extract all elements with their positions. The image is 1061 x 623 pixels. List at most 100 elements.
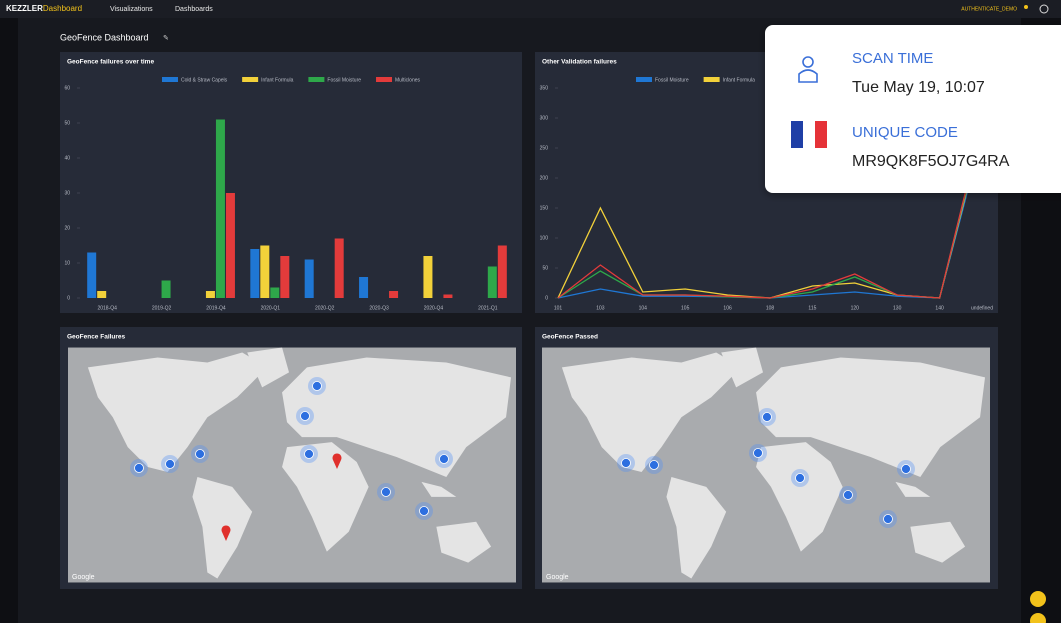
scan-time: Tue May 19, 10:07 [852,79,985,96]
legend-label: Infant Formula [261,77,293,83]
flag [791,121,803,148]
dashboard-title: GeoFence Dashboard [60,32,149,42]
flag [803,121,815,148]
bar [87,252,97,298]
bar [389,291,399,298]
legend-swatch [376,77,393,82]
popup-card [765,25,1061,193]
bar [334,238,344,298]
legend-swatch [242,77,259,82]
panel-title: GeoFence Failures [67,334,126,341]
y-tick-label: 50 [64,120,70,126]
info-icon[interactable] [1039,4,1049,14]
x-tick-label: 2020-Q1 [261,305,281,311]
bar [423,256,433,298]
y-tick-label: 20 [64,225,70,231]
nav-link[interactable]: Dashboards [175,6,213,13]
y-tick-label: 0 [545,295,548,301]
brand: KEZZLERDashboard [6,4,82,13]
y-tick-label: 250 [540,145,549,151]
brand-name: KEZZLER [6,4,43,13]
brand-suffix: Dashboard [43,4,82,13]
y-tick-label: 10 [64,260,70,266]
user-name[interactable]: AUTHENTICATE_DEMO [961,6,1017,12]
nav-link[interactable]: Visualizations [110,6,153,13]
legend-swatch [162,77,178,82]
legend-swatch [703,77,720,82]
map[interactable] [542,347,990,583]
map-marker [649,460,659,470]
line [557,123,983,299]
legend-label: Cold & Straw Capels [181,77,228,83]
y-tick-label: 200 [540,175,549,181]
panel-title: GeoFence Passed [542,334,598,341]
y-tick-label: 150 [540,205,549,211]
legend-swatch [636,77,652,82]
bar [205,291,215,298]
fab-button[interactable] [1030,591,1046,607]
map-marker [762,412,772,422]
map-marker [195,449,205,459]
nav-bar [0,0,1061,18]
y-tick-label: 60 [64,85,70,91]
bar [497,245,507,298]
person-icon [798,56,818,83]
legend-label: Fossil Moisture [655,77,689,83]
legend-label: Fossil Moisture [327,77,361,83]
panel [60,52,522,313]
map-marker [439,454,449,464]
map-attribution: Google [72,574,95,581]
map-markers [130,377,915,541]
bar [161,280,171,298]
x-tick-label: 103 [596,305,605,311]
bar [97,291,107,298]
x-tick-label: 140 [935,305,944,311]
fab-button[interactable] [1030,613,1046,623]
panel-title: Other Validation failures [542,59,617,66]
map-marker [621,458,631,468]
map-marker [381,487,391,497]
x-tick-label: 130 [893,305,902,311]
bar [487,266,497,298]
panel-title: GeoFence failures over time [67,59,154,66]
unique-code: MR9QK8F5OJ7G4RA [852,153,1010,170]
map-marker [300,411,310,421]
x-tick-label: 101 [554,305,563,311]
map-marker [901,464,911,474]
y-tick-label: 30 [64,190,70,196]
x-tick-label: 105 [681,305,690,311]
x-tick-label: undefined [971,305,993,311]
code-label: UNIQUE CODE [852,124,958,141]
map-pin [221,525,231,541]
map-marker [795,473,805,483]
x-tick-label: 2020-Q3 [369,305,389,311]
bar [215,119,225,298]
y-tick-label: 350 [540,85,549,91]
map-pin [332,453,342,469]
bar [280,256,290,298]
map-marker [165,459,175,469]
map-marker [883,514,893,524]
legend-label: Multiclones [395,77,421,83]
user-icon[interactable] [1024,5,1028,9]
x-tick-label: 115 [808,305,816,311]
x-tick-label: 2018-Q4 [97,305,117,311]
popup [765,25,1061,193]
x-tick-label: 2020-Q4 [424,305,444,311]
scan-time-label: SCAN TIME [852,50,933,67]
x-tick-label: 2021-Q1 [478,305,498,311]
x-tick-label: 108 [766,305,775,311]
x-tick-label: 104 [639,305,648,311]
y-tick-label: 0 [67,295,70,301]
map-marker [753,448,763,458]
y-tick-label: 300 [540,115,549,121]
flag [815,121,827,148]
legend-swatch [308,77,325,82]
bar [270,287,280,298]
map-marker [843,490,853,500]
map-marker [312,381,322,391]
edit-icon[interactable]: ✎ [163,35,169,42]
bar [359,277,369,298]
